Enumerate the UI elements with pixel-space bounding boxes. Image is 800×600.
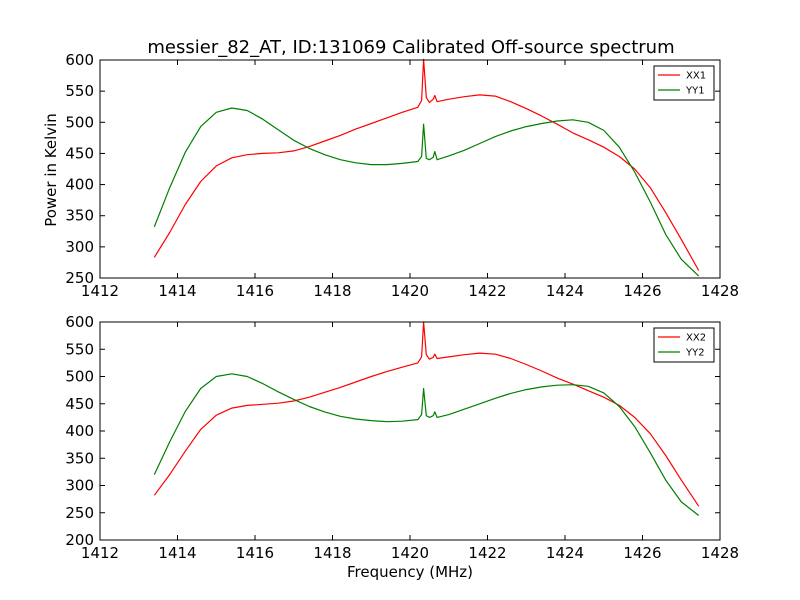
y-tick-label: 300: [65, 238, 94, 256]
legend-label-yy2: YY2: [685, 348, 705, 359]
y-tick-label: 400: [65, 176, 94, 194]
y-tick-label: 600: [65, 51, 94, 69]
x-tick-label: 1412: [81, 544, 119, 562]
chart-panel-top: 1412 1414 1416 1418 1420 1422 1424 1426 1428 250 3…: [65, 51, 739, 300]
figure-title: messier_82_AT, ID:131069 Calibrated Off-…: [147, 37, 674, 58]
y-tick-label: 200: [65, 531, 94, 549]
y-axis-label: Power in Kelvin: [42, 113, 60, 227]
series-line-yy2: [153, 373, 700, 516]
x-tick-label: 1420: [391, 282, 429, 300]
x-tick-label: 1416: [236, 282, 274, 300]
x-tick-label: 1424: [546, 544, 584, 562]
y-tick-label: 250: [65, 269, 94, 287]
y-tick-label: 550: [65, 82, 94, 100]
y-tick-label: 450: [65, 144, 94, 162]
x-tick-label: 1424: [546, 282, 584, 300]
plot-frame: [99, 59, 721, 279]
x-tick-label: 1426: [623, 544, 661, 562]
x-tick-label: 1418: [313, 544, 351, 562]
y-tick-label: 450: [65, 395, 94, 413]
x-tick-label: 1414: [158, 282, 196, 300]
x-tick-label: 1416: [236, 544, 274, 562]
x-tick-label: 1428: [701, 544, 739, 562]
x-axis-label: Frequency (MHz): [347, 563, 473, 581]
y-tick-label: 500: [65, 368, 94, 386]
x-tick-label: 1420: [391, 544, 429, 562]
y-tick-label: 250: [65, 504, 94, 522]
x-tick-label: 1426: [623, 282, 661, 300]
y-tick-label: 600: [65, 313, 94, 331]
x-tick-label: 1428: [701, 282, 739, 300]
legend-box: [653, 327, 715, 363]
y-tick-label: 300: [65, 477, 94, 495]
y-tick-label: 350: [65, 449, 94, 467]
series-line-xx2: [153, 321, 700, 507]
x-tick-label: 1418: [313, 282, 351, 300]
y-tick-label: 550: [65, 340, 94, 358]
plot-frame: [99, 321, 721, 541]
series-line-yy1: [153, 107, 700, 277]
legend-box: [653, 65, 715, 101]
x-tick-label: 1414: [158, 544, 196, 562]
x-tick-label: 1422: [468, 544, 506, 562]
legend-label-yy1: YY1: [685, 86, 705, 97]
series-line-xx1: [153, 58, 700, 271]
legend-label-xx2: XX2: [686, 333, 706, 344]
x-tick-label: 1422: [468, 282, 506, 300]
y-tick-label: 400: [65, 422, 94, 440]
x-tick-label: 1412: [81, 282, 119, 300]
y-tick-label: 500: [65, 113, 94, 131]
chart-panel-bottom: 1412 1414 1416 1418 1420 1422 1424 1426 1428 200 2…: [65, 313, 739, 562]
y-tick-label: 350: [65, 207, 94, 225]
legend-label-xx1: XX1: [686, 71, 706, 82]
